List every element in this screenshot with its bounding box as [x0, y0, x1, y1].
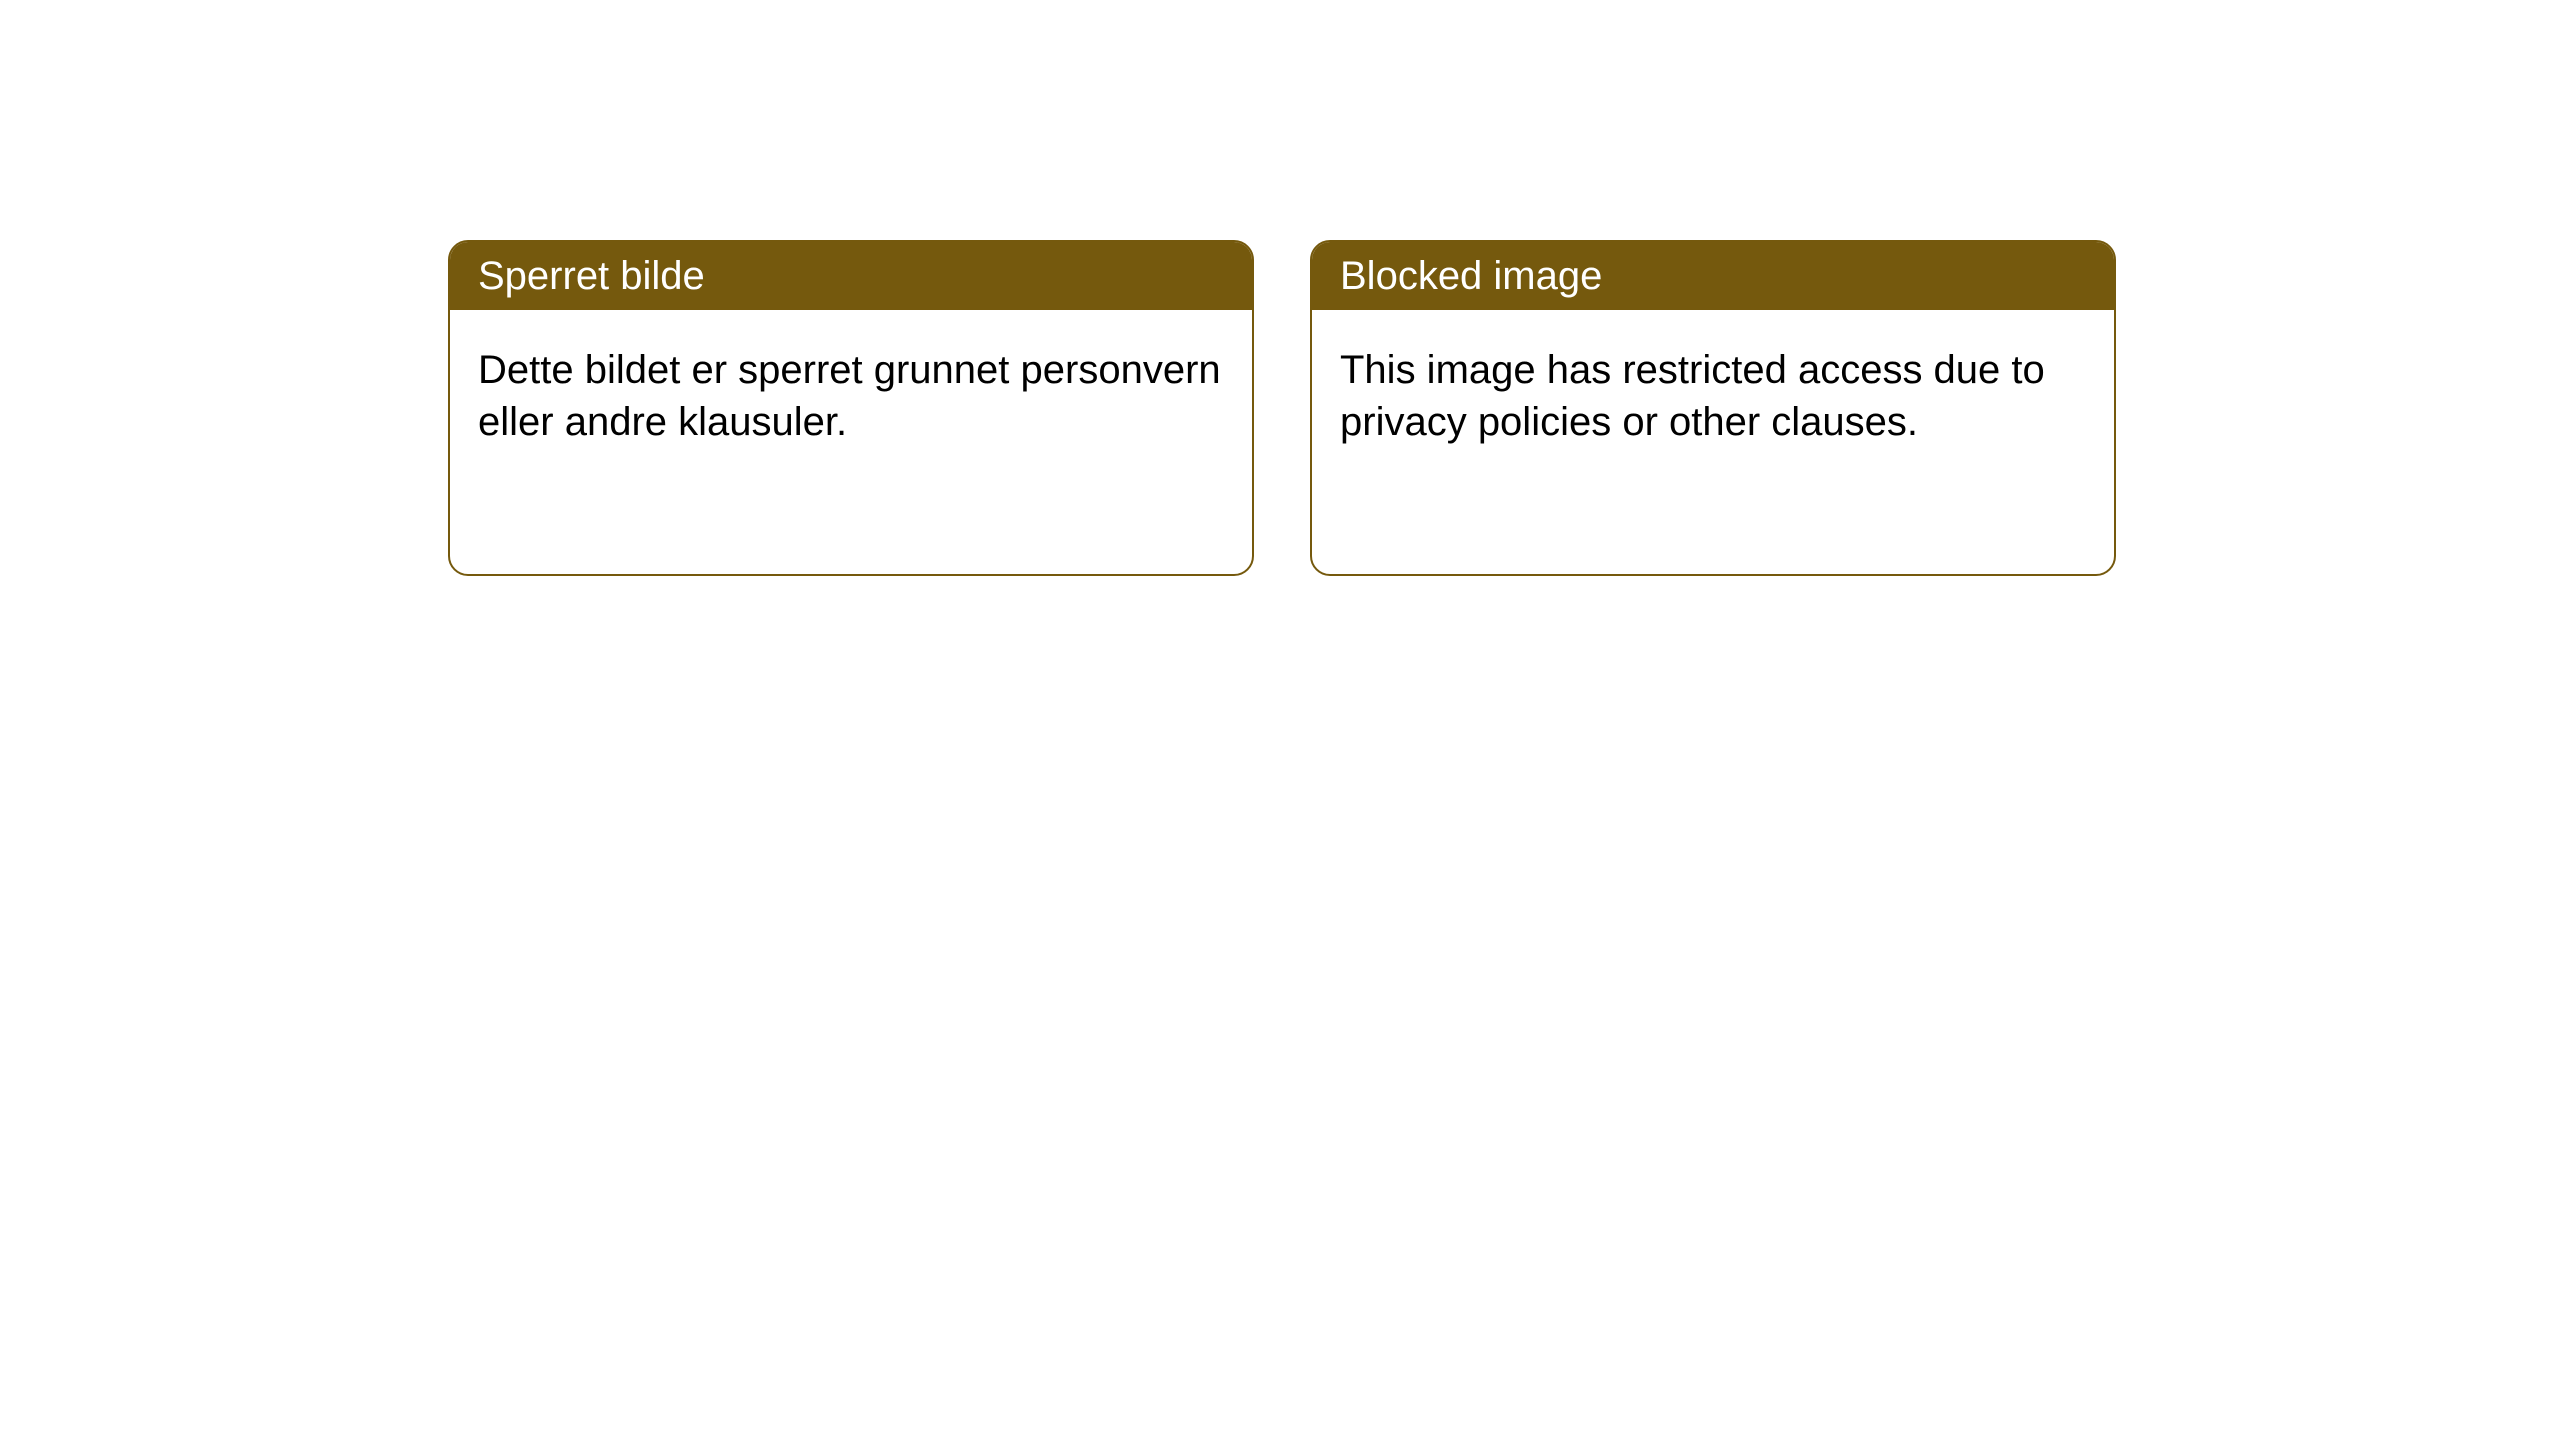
notice-container: Sperret bilde Dette bildet er sperret gr… — [448, 240, 2116, 576]
notice-card-no: Sperret bilde Dette bildet er sperret gr… — [448, 240, 1254, 576]
notice-card-en: Blocked image This image has restricted … — [1310, 240, 2116, 576]
notice-body-no: Dette bildet er sperret grunnet personve… — [450, 310, 1252, 482]
notice-header-en: Blocked image — [1312, 242, 2114, 310]
notice-body-en: This image has restricted access due to … — [1312, 310, 2114, 482]
notice-header-no: Sperret bilde — [450, 242, 1252, 310]
